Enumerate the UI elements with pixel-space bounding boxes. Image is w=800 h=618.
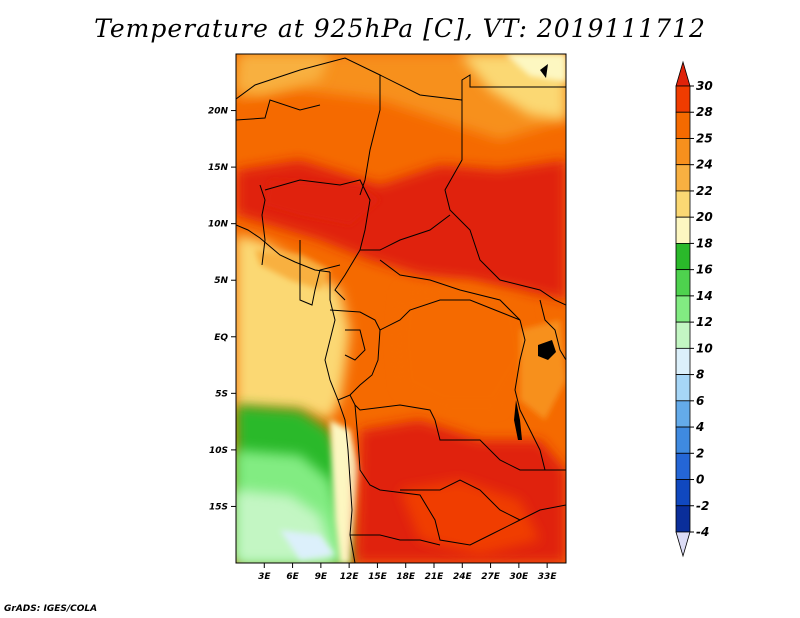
x-axis: 3E 6E 9E 12E 15E 18E 21E 24E 27E 30E 33E [258, 563, 557, 582]
y-tick-label: 10N [208, 220, 229, 230]
x-tick-label: 33E [538, 572, 558, 582]
border-car-north [360, 214, 451, 251]
x-tick-label: 9E [315, 572, 328, 582]
colorbar-bin [675, 164, 691, 192]
colorbar-label: 25 [696, 131, 713, 145]
x-tick-label: 3E [258, 572, 271, 582]
border-car-drc [379, 259, 521, 321]
colorbar-bin [675, 505, 691, 533]
colorbar-bin [675, 426, 691, 454]
colorbar-bin [675, 347, 691, 375]
colorbar-bin [675, 190, 691, 218]
colorbar-bin [675, 374, 691, 402]
field-coast-warm [255, 250, 330, 290]
colorbar-bin [675, 295, 691, 323]
y-tick-label: 15N [208, 163, 229, 173]
colorbar-bin [675, 479, 691, 507]
border-gabon [344, 329, 366, 361]
x-tick-label: 15E [368, 572, 388, 582]
border-niger-chad [359, 75, 381, 196]
y-tick-label: 20N [208, 107, 229, 117]
colorbar-bin [675, 321, 691, 349]
colorbar-label: 6 [696, 394, 704, 408]
field-nw-cool [236, 54, 330, 95]
border-benin-nigeria [259, 184, 266, 266]
field-zambia-warm [400, 480, 540, 555]
colorbar-label: 16 [696, 263, 713, 277]
colorbar-label: 20 [696, 210, 713, 224]
colorbar-bottom-arrow [675, 531, 691, 558]
colorbar-label: 0 [696, 473, 704, 487]
colorbar-label: 30 [696, 79, 713, 93]
country-borders [236, 57, 566, 563]
x-tick-label: 6E [286, 572, 299, 582]
coast-west-africa [236, 224, 331, 273]
colorbar-bin [675, 452, 691, 480]
x-tick-label: 27E [481, 572, 501, 582]
colorbar-label: 8 [696, 368, 704, 382]
chart-title: Temperature at 925hPa [C], VT: 201911171… [94, 14, 706, 43]
field-ne-coolest [505, 54, 566, 82]
lake-nile-delta [540, 64, 548, 78]
colorbar-label: 2 [696, 446, 704, 460]
colorbar-label: -2 [696, 499, 709, 513]
colorbar-label: 10 [696, 341, 713, 355]
coast-southwest-africa [324, 272, 356, 563]
field-rift-cool [520, 320, 566, 420]
border-gabon-congo [329, 309, 381, 396]
y-tick-label: 15S [209, 502, 228, 512]
field-nigeria-hot [265, 180, 380, 225]
border-nigeria-cameroon [264, 179, 371, 301]
colorbar-label: 14 [696, 289, 713, 303]
border-chad-sudan [444, 100, 566, 306]
plot-frame [235, 53, 567, 564]
x-tick-label: 12E [340, 572, 360, 582]
y-tick-label: 5S [215, 389, 228, 399]
lakes [514, 64, 556, 440]
border-uganda [539, 299, 566, 361]
colorbar-bin [675, 138, 691, 166]
colorbar-label: 28 [696, 105, 713, 119]
field-atlantic-coolest [280, 530, 335, 560]
colorbar-label: 18 [696, 236, 713, 250]
border-zambia-south [400, 479, 521, 521]
x-tick-label: 24E [453, 572, 473, 582]
x-tick-label: 21E [425, 572, 445, 582]
credit-label: GrADS: IGES/COLA [4, 604, 98, 614]
temperature-field [236, 54, 566, 563]
x-tick-label: 18E [396, 572, 416, 582]
colorbar-bin [675, 85, 691, 113]
x-tick-label: 30E [510, 572, 530, 582]
field-benguela-coast [330, 420, 360, 563]
border-cameroon-coast [299, 240, 341, 306]
colorbar-bin [675, 243, 691, 271]
colorbar-bin [675, 216, 691, 244]
colorbar-label: 22 [696, 184, 713, 198]
colorbar-top-arrow [675, 60, 691, 87]
border-mali-niger [236, 99, 321, 121]
y-tick-label: 10S [209, 446, 228, 456]
colorbar-bin [675, 111, 691, 139]
field-congo-basin [395, 285, 530, 410]
border-east-rift [514, 319, 546, 471]
border-namibia-north [350, 534, 441, 546]
colorbar-label: 4 [695, 420, 704, 434]
border-algeria-libya [236, 57, 566, 101]
colorbar-bin [675, 400, 691, 428]
colorbar-label: -4 [696, 525, 709, 539]
border-congo-drc-north [379, 299, 521, 331]
y-axis: 20N 15N 10N 5N EQ 5S 10S 15S [208, 107, 236, 512]
y-tick-label: 5N [214, 276, 228, 286]
lake-tanganyika [514, 400, 522, 440]
colorbar-bin [675, 269, 691, 297]
colorbar-label: 24 [696, 158, 713, 172]
lake-victoria [538, 340, 556, 360]
colorbar-label: 12 [696, 315, 713, 329]
y-tick-label: EQ [214, 333, 228, 343]
